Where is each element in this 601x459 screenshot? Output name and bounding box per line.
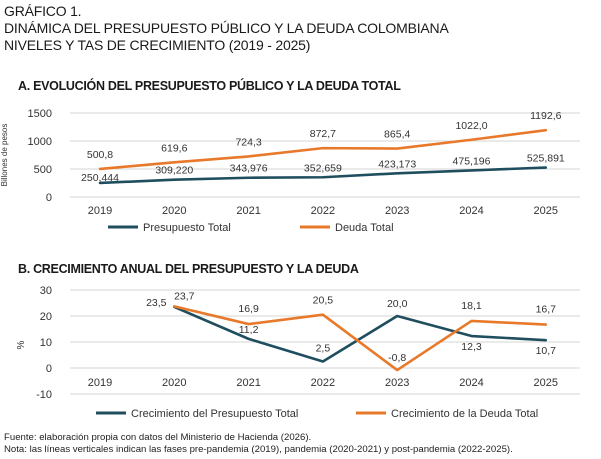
data-label-b-2: -0,8 <box>388 352 406 364</box>
y-tick-label-b: -10 <box>36 389 52 401</box>
methodology-note: Nota: las líneas verticales indican las … <box>4 444 513 455</box>
figure-subheading: NIVELES Y TAS DE CRECIMIENTO (2019 - 202… <box>4 37 311 53</box>
data-label-b-2: 16,9 <box>238 303 259 315</box>
x-tick-label-a: 2024 <box>459 205 483 217</box>
data-label-a-2: 1022,0 <box>455 120 487 132</box>
legend-label-b-2: Crecimiento de la Deuda Total <box>391 408 538 420</box>
data-label-a-2: 872,7 <box>310 128 336 140</box>
y-tick-label-a: 1500 <box>28 108 52 120</box>
figure-number: GRÁFICO 1. <box>4 3 82 19</box>
legend-label-a-1: Presupuesto Total <box>143 222 231 234</box>
y-axis-label-b: % <box>16 340 27 349</box>
data-label-b-1: 10,7 <box>536 345 557 357</box>
legend-label-b-1: Crecimiento del Presupuesto Total <box>131 408 298 420</box>
y-axis-label-a: Billones de pesos <box>0 124 9 187</box>
data-label-b-2: 20,5 <box>313 295 334 307</box>
x-tick-label-a: 2020 <box>162 205 186 217</box>
series-line-a-1 <box>98 166 548 185</box>
y-tick-label-b: 0 <box>46 363 52 375</box>
data-label-b-2: 16,7 <box>536 304 557 316</box>
y-tick-label-a: 0 <box>46 192 52 204</box>
figure-heading: DINÁMICA DEL PRESUPUESTO PÚBLICO Y LA DE… <box>4 20 449 36</box>
data-label-b-1: 23,5 <box>146 297 167 309</box>
data-label-a-1: 475,196 <box>453 155 491 167</box>
data-label-b-2: 23,7 <box>174 290 195 302</box>
data-label-a-1: 352,659 <box>304 162 342 174</box>
x-tick-label-b: 2021 <box>236 377 260 389</box>
footer: Fuente: elaboración propia con datos del… <box>4 432 513 456</box>
x-tick-label-b: 2022 <box>311 377 335 389</box>
data-label-b-1: 12,3 <box>461 341 482 353</box>
data-label-b-2: 18,1 <box>461 300 482 312</box>
x-tick-label-a: 2025 <box>534 205 558 217</box>
data-label-a-2: 500,8 <box>87 149 113 161</box>
x-tick-label-b: 2024 <box>459 377 483 389</box>
data-label-a-2: 619,6 <box>161 142 187 154</box>
data-label-b-1: 2,5 <box>316 343 331 355</box>
x-tick-label-b: 2020 <box>162 377 186 389</box>
y-tick-label-b: 20 <box>40 311 52 323</box>
series-line-b-1 <box>173 305 548 363</box>
legend-label-a-2: Deuda Total <box>335 222 394 234</box>
x-tick-label-a: 2023 <box>385 205 409 217</box>
data-label-b-1: 20,0 <box>387 298 408 310</box>
data-label-a-2: 724,3 <box>235 136 261 148</box>
y-tick-label-a: 1000 <box>28 136 52 148</box>
x-tick-label-b: 2019 <box>88 377 112 389</box>
x-tick-label-b: 2025 <box>534 377 558 389</box>
panel-a-title: A. EVOLUCIÓN DEL PRESUPUESTO PÚBLICO Y L… <box>18 79 401 93</box>
data-label-b-1: 11,2 <box>239 324 259 336</box>
x-tick-label-a: 2021 <box>236 205 260 217</box>
data-label-a-1: 525,891 <box>527 153 565 165</box>
data-label-a-1: 250,444 <box>81 172 119 184</box>
source-note: Fuente: elaboración propia con datos del… <box>4 432 312 443</box>
x-tick-label-a: 2019 <box>88 205 112 217</box>
data-label-a-1: 423,173 <box>378 158 416 170</box>
data-label-a-2: 865,4 <box>384 129 410 141</box>
data-label-a-1: 343,976 <box>230 163 268 175</box>
panel-b-title: B. CRECIMIENTO ANUAL DEL PRESUPUESTO Y L… <box>18 262 359 276</box>
figure-title: GRÁFICO 1. DINÁMICA DEL PRESUPUESTO PÚBL… <box>4 3 449 54</box>
x-tick-label-a: 2022 <box>311 205 335 217</box>
y-tick-label-b: 10 <box>40 337 52 349</box>
data-label-a-1: 309,220 <box>155 165 193 177</box>
x-tick-label-b: 2023 <box>385 377 409 389</box>
y-tick-label-a: 500 <box>34 164 52 176</box>
data-label-a-2: 1192,6 <box>530 110 561 122</box>
series-line-a-2 <box>98 128 548 171</box>
y-tick-label-b: 30 <box>40 285 52 297</box>
series-line-b-2 <box>173 305 548 372</box>
